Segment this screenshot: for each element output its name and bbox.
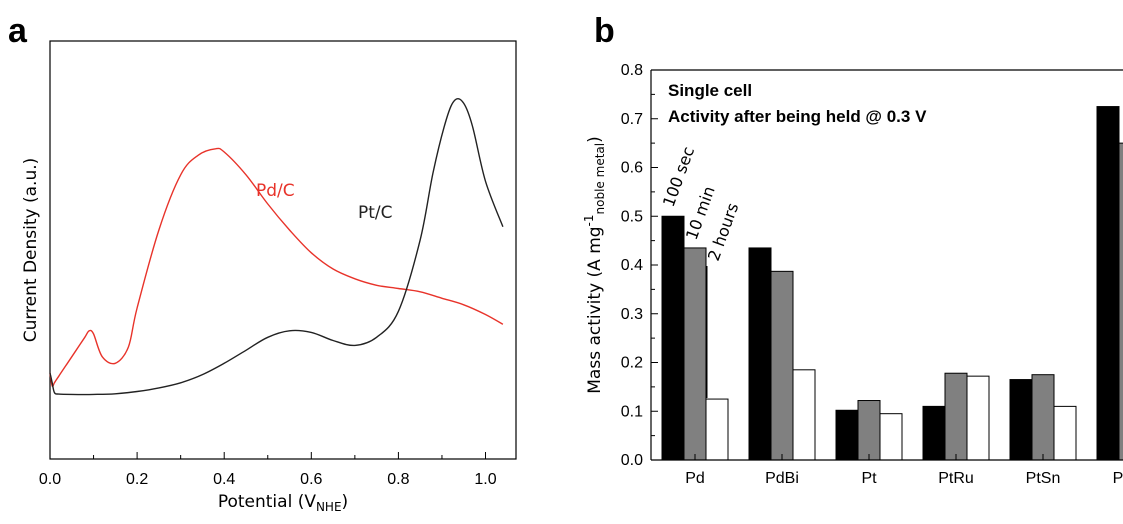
x-tick-label: 0.8 xyxy=(387,471,409,488)
x-label-sub: NHE xyxy=(316,500,342,514)
panel-b-bars xyxy=(661,106,1123,461)
y-tick-label: 0.2 xyxy=(621,355,643,372)
curve-pt-c xyxy=(49,97,504,396)
panel-a-letter: a xyxy=(8,12,28,50)
bar-pt-2 xyxy=(879,413,903,461)
bar-pdbi-2 xyxy=(792,369,816,461)
panel-b-y-ticks: 0.0 0.1 0.2 0.3 0.4 0.5 0.6 0.7 0.8 xyxy=(621,62,658,469)
bar-pdbi-0 xyxy=(748,247,772,461)
x-label-close: ) xyxy=(342,492,349,512)
x-tick-label: 0.0 xyxy=(39,471,61,488)
x-tick-label: Pd xyxy=(685,470,705,487)
y-label-sup: -1 xyxy=(582,214,596,226)
bar-pt-0 xyxy=(835,409,859,461)
bar-pd-0 xyxy=(661,215,685,461)
x-tick-label: PdBi xyxy=(765,470,799,487)
bar-ptpb-0 xyxy=(1096,106,1120,461)
y-tick-label: 0.8 xyxy=(621,62,643,79)
bar-pd-2 xyxy=(705,398,729,461)
note-single-cell: Single cell xyxy=(668,81,752,100)
bar-note-100-sec: 100 sec xyxy=(659,144,698,209)
panel-b-x-ticks: Pd PdBi Pt PtRu PtSn PtPb xyxy=(685,454,1123,487)
y-tick-label: 0.7 xyxy=(621,111,643,128)
panel-a-curves xyxy=(49,97,504,396)
bar-pd-1 xyxy=(683,247,707,461)
curve-pd-c xyxy=(49,147,504,388)
y-label-close: ) xyxy=(585,136,605,143)
x-tick-label: PtRu xyxy=(938,470,974,487)
label-pd-c: Pd/C xyxy=(256,181,295,201)
x-tick-label: Pt xyxy=(861,470,877,487)
x-label-main: Potential (V xyxy=(218,492,317,512)
x-tick-label: PtPb xyxy=(1113,470,1123,487)
label-pt-c: Pt/C xyxy=(358,203,393,223)
bar-ptsn-2 xyxy=(1053,405,1077,461)
panel-a-x-ticks: 0.0 0.2 0.4 0.6 0.8 1.0 xyxy=(39,452,497,488)
panel-a: a 0.0 0.2 0.4 0.6 0.8 1.0 Pd/C Pt/C Current D… xyxy=(8,12,517,514)
x-tick-label: 0.2 xyxy=(126,471,148,488)
panel-a-y-label: Current Density (a.u.) xyxy=(21,158,41,343)
y-tick-label: 0.0 xyxy=(621,452,643,469)
y-tick-label: 0.6 xyxy=(621,160,643,177)
bar-pt-1 xyxy=(857,400,881,461)
note-activity: Activity after being held @ 0.3 V xyxy=(668,107,927,126)
y-tick-label: 0.5 xyxy=(621,208,643,225)
y-tick-label: 0.4 xyxy=(621,257,643,274)
panel-b-y-label: Mass activity (A mg-1noble metal) xyxy=(582,136,607,393)
bar-ptru-2 xyxy=(966,375,990,461)
x-tick-label: 0.6 xyxy=(300,471,322,488)
x-tick-label: 0.4 xyxy=(213,471,235,488)
panel-b: b 0.0 0.1 0.2 0.3 0.4 0.5 0.6 0.7 0.8 Pd PdBi Pt Pt… xyxy=(582,12,1123,487)
panel-a-axes-frame xyxy=(49,40,517,460)
bar-pdbi-1 xyxy=(770,270,794,461)
bar-ptru-1 xyxy=(944,372,968,461)
bar-ptpb-1 xyxy=(1118,142,1123,461)
y-tick-label: 0.3 xyxy=(621,306,643,323)
bar-ptru-0 xyxy=(922,405,946,461)
x-tick-label: PtSn xyxy=(1026,470,1061,487)
x-tick-label: 1.0 xyxy=(474,471,496,488)
y-label-sub: noble metal xyxy=(593,143,607,215)
bar-ptsn-0 xyxy=(1009,379,1033,461)
bar-ptsn-1 xyxy=(1031,374,1055,461)
y-tick-label: 0.1 xyxy=(621,403,643,420)
y-label-main: Mass activity (A mg xyxy=(585,226,605,393)
panel-b-letter: b xyxy=(594,12,615,50)
panel-a-x-label: Potential (VNHE) xyxy=(218,492,348,514)
